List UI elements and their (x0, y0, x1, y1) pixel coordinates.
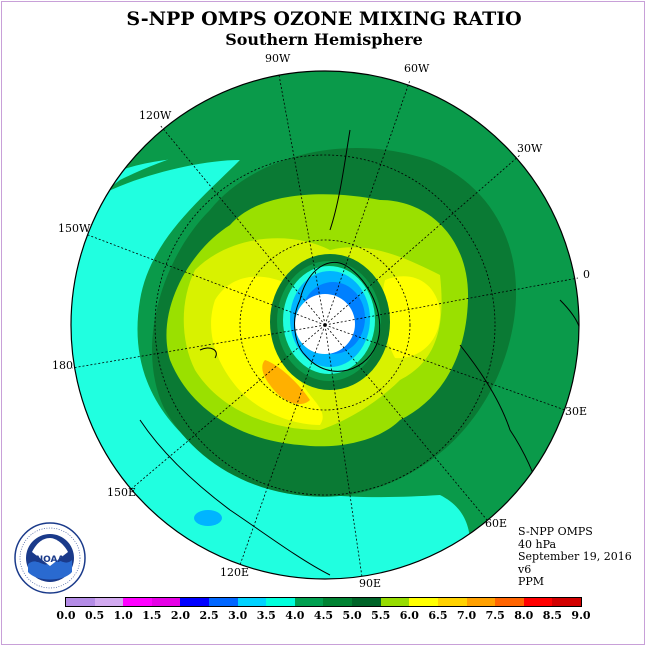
lon-label-90w: 90W (265, 52, 291, 65)
colorbar-tick-label: 8.0 (514, 609, 534, 622)
colorbar-segment (466, 598, 496, 606)
colorbar-tick-label: 1.5 (142, 609, 162, 622)
ozone-field (71, 71, 579, 579)
colorbar-segment (123, 598, 152, 606)
colorbar-segment (523, 598, 553, 606)
colorbar-segment (352, 598, 381, 606)
product-info: S-NPP OMPS 40 hPa September 19, 2016 v6 … (518, 525, 632, 589)
lon-label-60e: 60E (485, 517, 508, 530)
colorbar-tick-label: 4.0 (285, 609, 305, 622)
colorbar-tick-label: 6.0 (399, 609, 419, 622)
lon-label-30e: 30E (565, 405, 588, 418)
contour-7.0-7.5 (262, 360, 310, 405)
colorbar-segment (294, 598, 324, 606)
colorbar-tick-label: 3.5 (256, 609, 276, 622)
noaa-logo: NOAA (14, 522, 86, 594)
colorbar-segment (66, 598, 95, 606)
map-boundary (70, 70, 580, 580)
colorbar-tick-label: 7.0 (456, 609, 477, 622)
colorbar-segment (409, 598, 438, 606)
lon-label-180: 180 (52, 359, 73, 372)
colorbar (65, 597, 582, 607)
colorbar-segment (323, 598, 353, 606)
colorbar-segment (266, 598, 295, 606)
colorbar-tick-label: 9.0 (571, 609, 591, 622)
colorbar-segment (151, 598, 181, 606)
colorbar-tick-label: 0.0 (56, 609, 76, 622)
lon-label-30w: 30W (517, 142, 543, 155)
colorbar-tick-label: 4.5 (313, 609, 334, 622)
colorbar-segment (380, 598, 410, 606)
noaa-logo-text: NOAA (36, 555, 65, 565)
lon-label-150e: 150E (107, 486, 137, 499)
colorbar-tick-label: 6.5 (428, 609, 448, 622)
colorbar-segment (495, 598, 524, 606)
lon-label-90e: 90E (359, 577, 382, 590)
colorbar-tick-label: 2.5 (199, 609, 219, 622)
colorbar-tick-label: 1.0 (113, 609, 133, 622)
lon-label-150w: 150W (58, 222, 91, 235)
lon-label-120w: 120W (139, 109, 172, 122)
map-subtitle: Southern Hemisphere (225, 30, 423, 49)
colorbar-tick-label: 5.0 (342, 609, 362, 622)
map-title: S-NPP OMPS OZONE MIXING RATIO (126, 8, 522, 30)
instrument-label: S-NPP OMPS (518, 525, 593, 538)
units-label: PPM (518, 575, 545, 588)
colorbar-tick-label: 7.5 (485, 609, 505, 622)
contour-4.0-4.5 (71, 157, 471, 579)
colorbar-tick-label: 5.5 (371, 609, 391, 622)
pressure-level: 40 hPa (518, 537, 557, 551)
lon-label-60w: 60W (404, 62, 430, 75)
colorbar-segment (209, 598, 238, 606)
colorbar-tick-label: 2.0 (170, 609, 191, 622)
lon-label-120e: 120E (220, 566, 250, 579)
lon-label-0: 0 (583, 268, 590, 281)
version-label: v6 (518, 562, 532, 576)
colorbar-tick-label: 0.5 (85, 609, 105, 622)
colorbar-segment (94, 598, 124, 606)
colorbar-segment (552, 598, 581, 606)
colorbar-tick-labels: 0.0 0.5 1.0 1.5 2.0 2.5 3.0 3.5 4.0 4.5 5.0 5.5 6.0 6… (0, 609, 648, 625)
colorbar-segment (237, 598, 267, 606)
colorbar-segment (180, 598, 210, 606)
colorbar-tick-label: 8.5 (542, 609, 562, 622)
colorbar-tick-label: 3.0 (228, 609, 248, 622)
date-label: September 19, 2016 (518, 550, 632, 563)
colorbar-segment (437, 598, 467, 606)
graticule (71, 74, 579, 578)
